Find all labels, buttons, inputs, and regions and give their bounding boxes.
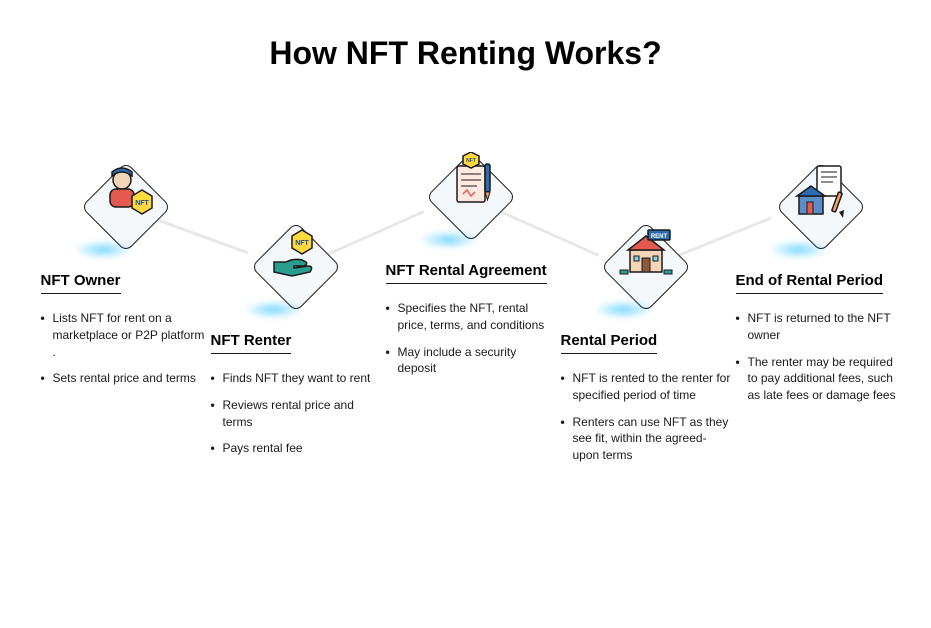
bullet: Pays rental fee — [211, 440, 381, 457]
step-list-renter: Finds NFT they want to rent Reviews rent… — [211, 370, 381, 457]
steps-container: NFT NFT Owner Lists NFT for rent on a ma… — [16, 102, 916, 582]
bullet: Lists NFT for rent on a marketplace or P… — [41, 310, 211, 360]
bullet: Sets rental price and terms — [41, 370, 211, 387]
bullet: May include a security deposit — [386, 344, 556, 378]
step-rental-agreement: NFT NFT Rental Agreement Specifies the N… — [386, 152, 556, 387]
bullet: Specifies the NFT, rental price, terms, … — [386, 300, 556, 334]
svg-text:NFT: NFT — [135, 200, 149, 207]
step-list-period: NFT is rented to the renter for specifie… — [561, 370, 731, 464]
step-nft-owner: NFT NFT Owner Lists NFT for rent on a ma… — [41, 162, 211, 397]
agreement-icon: NFT — [426, 152, 516, 242]
bullet: Reviews rental price and terms — [211, 397, 381, 431]
nft-renter-icon: NFT — [251, 222, 341, 312]
step-title-owner: NFT Owner — [41, 272, 121, 294]
bullet: Renters can use NFT as they see fit, wit… — [561, 414, 731, 464]
end-rental-icon — [776, 162, 866, 252]
step-list-end: NFT is returned to the NFT owner The ren… — [736, 310, 906, 404]
step-nft-renter: NFT NFT Renter Finds NFT they want to re… — [211, 222, 381, 467]
step-list-agreement: Specifies the NFT, rental price, terms, … — [386, 300, 556, 377]
step-title-agreement: NFT Rental Agreement — [386, 262, 547, 284]
page-title: How NFT Renting Works? — [0, 35, 931, 72]
rental-period-icon: RENT — [601, 222, 691, 312]
svg-text:NFT: NFT — [295, 240, 309, 247]
step-title-renter: NFT Renter — [211, 332, 292, 354]
step-end-rental: End of Rental Period NFT is returned to … — [736, 162, 906, 414]
bullet: NFT is returned to the NFT owner — [736, 310, 906, 344]
svg-text:NFT: NFT — [466, 158, 476, 164]
step-title-period: Rental Period — [561, 332, 658, 354]
step-title-end: End of Rental Period — [736, 272, 884, 294]
bullet: The renter may be required to pay additi… — [736, 354, 906, 404]
svg-text:RENT: RENT — [650, 234, 667, 240]
step-list-owner: Lists NFT for rent on a marketplace or P… — [41, 310, 211, 387]
step-rental-period: RENT Rental Period NFT is rented to the … — [561, 222, 731, 474]
bullet: NFT is rented to the renter for specifie… — [561, 370, 731, 404]
bullet: Finds NFT they want to rent — [211, 370, 381, 387]
nft-owner-icon: NFT — [81, 162, 171, 252]
